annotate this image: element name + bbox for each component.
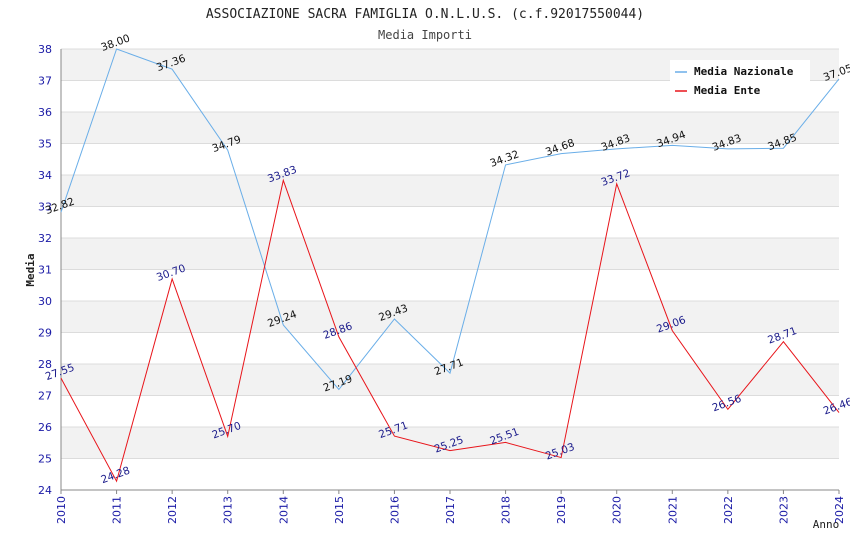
x-tick-label: 2023 (777, 496, 790, 524)
y-tick-label: 26 (38, 421, 52, 434)
x-tick-labels: 2010 2011 2012 2013 2014 2015 2016 2017 2018 2019… (55, 496, 846, 524)
legend-label-media-nazionale: Media Nazionale (694, 65, 794, 78)
y-axis-label: Media (24, 253, 37, 286)
x-tick-label: 2024 (833, 496, 846, 524)
legend: Media Nazionale Media Ente (670, 60, 810, 102)
data-label-media-ente: 26.46 (822, 396, 850, 418)
y-tick-label: 29 (38, 327, 52, 340)
x-tick-label: 2012 (166, 496, 179, 524)
grid-band (61, 112, 839, 144)
grid-band (61, 427, 839, 459)
y-tick-label: 25 (38, 453, 52, 466)
y-tick-label: 35 (38, 138, 52, 151)
grid-band (61, 175, 839, 207)
data-label-media-nazionale: 34.32 (488, 148, 520, 170)
x-tick-label: 2018 (500, 496, 513, 524)
data-label-media-nazionale: 32.82 (44, 196, 76, 218)
grid-band (61, 238, 839, 270)
chart-title: ASSOCIAZIONE SACRA FAMIGLIA O.N.L.U.S. (… (206, 7, 644, 22)
x-tick-label: 2020 (611, 496, 624, 524)
y-tick-label: 28 (38, 358, 52, 371)
grid-band (61, 301, 839, 333)
y-tick-label: 34 (38, 169, 52, 182)
grid-bands (61, 49, 839, 459)
series-line-media-ente (60, 178, 840, 483)
chart-subtitle: Media Importi (378, 28, 472, 42)
y-tick-label: 32 (38, 232, 52, 245)
y-tick-label: 31 (38, 264, 52, 277)
x-tick-label: 2021 (666, 496, 679, 524)
data-label-media-ente: 24.28 (99, 465, 131, 487)
x-tick-label: 2013 (222, 496, 235, 524)
x-tick-label: 2011 (111, 496, 124, 524)
y-tick-label: 27 (38, 390, 52, 403)
x-tick-label: 2022 (722, 496, 735, 524)
y-tick-label: 36 (38, 106, 52, 119)
x-tick-label: 2015 (333, 496, 346, 524)
axes (60, 49, 840, 494)
series-line-media-nazionale (60, 48, 840, 391)
x-tick-label: 2014 (277, 496, 290, 524)
x-tick-label: 2010 (55, 496, 68, 524)
y-tick-label: 33 (38, 201, 52, 214)
y-tick-label: 38 (38, 43, 52, 56)
x-axis-label: Anno (813, 518, 840, 531)
x-tick-label: 2019 (555, 496, 568, 524)
legend-background (670, 60, 810, 102)
grid-band (61, 364, 839, 396)
y-tick-label: 24 (38, 484, 52, 497)
y-tick-label: 30 (38, 295, 52, 308)
x-tick-label: 2016 (388, 496, 401, 524)
series-lines (60, 48, 840, 483)
y-tick-labels: 24 25 26 27 28 29 30 31 32 33 34 35 36 37 38 (38, 43, 52, 497)
y-tick-label: 37 (38, 75, 52, 88)
legend-label-media-ente: Media Ente (694, 84, 761, 97)
x-tick-label: 2017 (444, 496, 457, 524)
